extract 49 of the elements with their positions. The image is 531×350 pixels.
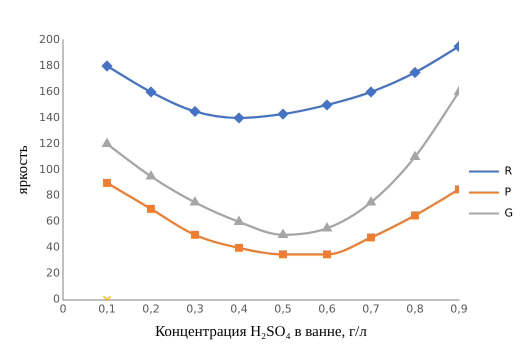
- x-tick-label: 0,4: [230, 302, 248, 316]
- legend-label: G: [504, 206, 514, 220]
- x-tick-label: 0,8: [406, 302, 424, 316]
- point: [191, 230, 199, 239]
- y-axis-title: яркость: [14, 145, 31, 194]
- x-tick-label: 0,2: [142, 302, 160, 316]
- point: [190, 106, 200, 117]
- y-tick-label: 80: [46, 188, 60, 202]
- y-tick-label: 200: [38, 32, 60, 46]
- point: [410, 152, 420, 160]
- y-tick-label: 100: [38, 162, 60, 176]
- point: [278, 108, 288, 120]
- point: [102, 60, 112, 72]
- point: [410, 67, 420, 78]
- y-tick-label: 20: [46, 266, 60, 280]
- point: [146, 86, 156, 98]
- x-tick-label: 0,7: [362, 302, 380, 316]
- y-tick-label: 60: [46, 214, 60, 228]
- point: [366, 197, 376, 206]
- point: [103, 178, 111, 187]
- point: [102, 138, 112, 148]
- point: [190, 197, 200, 206]
- point: [366, 86, 376, 98]
- point: [323, 250, 331, 258]
- y-tick-label: 120: [38, 136, 60, 150]
- point: [234, 112, 244, 124]
- point: [322, 223, 332, 232]
- point: [235, 244, 243, 252]
- x-tick-label: 0,3: [186, 302, 204, 316]
- y-tick-label: 160: [38, 84, 60, 98]
- y-tick-label: 140: [38, 110, 60, 124]
- point: [367, 233, 375, 242]
- point: [146, 171, 156, 180]
- x-tick-label: 0,1: [98, 302, 116, 316]
- legend-label: P: [504, 185, 512, 198]
- x-tick-label: 0,6: [318, 302, 336, 316]
- legend-label: R: [504, 164, 512, 178]
- point: [278, 230, 288, 238]
- y-tick-label: 0: [52, 292, 60, 306]
- point: [411, 211, 419, 220]
- y-tick-label: 40: [46, 240, 60, 254]
- point: [322, 100, 332, 110]
- x-axis-title: Концентрация H₂SO₄ в ванне, г/л: [155, 324, 368, 340]
- y-tick-label: 180: [38, 58, 60, 72]
- x-tick-label: 0,9: [450, 302, 468, 316]
- point: [234, 216, 244, 225]
- x-tick-label: 0,5: [274, 302, 292, 316]
- point: [279, 250, 287, 258]
- point: [147, 204, 155, 213]
